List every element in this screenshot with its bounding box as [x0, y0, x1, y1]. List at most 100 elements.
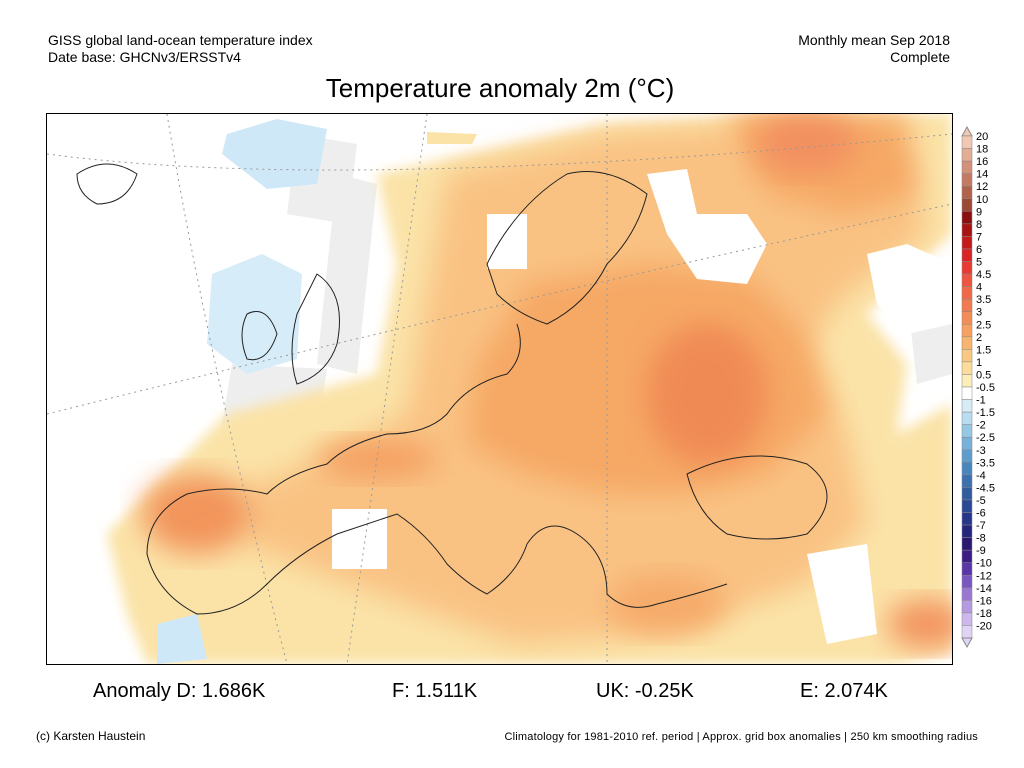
colorbar-swatch [961, 474, 973, 488]
header-left: GISS global land-ocean temperature index… [48, 32, 313, 66]
colorbar-tick-label: -10 [976, 558, 992, 570]
anomaly-e-value: E: 2.074K [800, 680, 888, 702]
colorbar-swatch [961, 248, 973, 262]
colorbar-tick-label: 1 [976, 357, 982, 369]
map-title: Temperature anomaly 2m (°C) [325, 73, 675, 103]
colorbar-swatch [961, 173, 973, 187]
colorbar-tick-label: 6 [976, 244, 982, 256]
anomaly-uk-value: UK: -0.25K [596, 680, 694, 702]
no-data-holes [332, 169, 952, 644]
anomaly-d-value: Anomaly D: 1.686K [93, 680, 266, 702]
colorbar-tick-label: 4 [976, 282, 982, 294]
colorbar-swatch [961, 625, 973, 639]
colorbar-swatch [961, 386, 973, 400]
colorbar-tick-label: -2.5 [976, 432, 995, 444]
colorbar-swatch [961, 524, 973, 538]
colorbar-swatch [961, 499, 973, 513]
colorbar-tick-label: 2.5 [976, 319, 991, 331]
colorbar-tick-label: 16 [976, 156, 988, 168]
colorbar-swatch [961, 600, 973, 614]
colorbar-tick-label: 5 [976, 257, 982, 269]
color-legend: 201816141210987654.543.532.521.510.5-0.5… [961, 126, 995, 649]
colorbar-swatch [961, 537, 973, 551]
colorbar-tick-label: -0.5 [976, 382, 995, 394]
colorbar-swatch [961, 487, 973, 501]
colorbar-swatch [961, 211, 973, 225]
period-label: Monthly mean Sep 2018 [798, 32, 950, 48]
colorbar-swatch [961, 336, 973, 350]
colorbar-swatch [961, 449, 973, 463]
colorbar-swatch [961, 361, 973, 375]
colorbar-swatch [961, 286, 973, 300]
colorbar-tick-label: -1.5 [976, 407, 995, 419]
colorbar-swatch [961, 135, 973, 149]
colorbar-tick-label: 9 [976, 206, 982, 218]
colorbar-swatch [961, 148, 973, 162]
colorbar-tick-label: -9 [976, 545, 986, 557]
colorbar-tick-label: -6 [976, 508, 986, 520]
map-canvas [47, 114, 952, 664]
colorbar-tick-label: -4.5 [976, 482, 995, 494]
colorbar-swatch [961, 261, 973, 275]
colorbar-top-arrow [961, 126, 973, 137]
colorbar-tick-label: -12 [976, 570, 992, 582]
colorbar-tick-label: 1.5 [976, 344, 991, 356]
colorbar-tick-label: -8 [976, 533, 986, 545]
colorbar-swatch [961, 273, 973, 287]
colorbar-tick-label: -16 [976, 595, 992, 607]
colorbar-swatch [961, 512, 973, 526]
colorbar-swatch [961, 549, 973, 563]
status-label: Complete [890, 49, 950, 65]
colorbar-swatch [961, 612, 973, 626]
colorbar-swatch [961, 374, 973, 388]
colorbar-tick-label: -20 [976, 620, 992, 632]
colorbar-swatch [961, 236, 973, 250]
database-label: Date base: GHCNv3/ERSSTv4 [48, 49, 241, 65]
colorbar-tick-label: 7 [976, 231, 982, 243]
colorbar-tick-label: -3 [976, 445, 986, 457]
colorbar-swatch [961, 575, 973, 589]
colorbar-tick-label: 14 [976, 169, 988, 181]
colorbar-swatch [961, 311, 973, 325]
colorbar-swatch [961, 160, 973, 174]
colorbar-swatch [961, 324, 973, 338]
anomaly-map [46, 113, 953, 665]
colorbar-tick-label: -5 [976, 495, 986, 507]
colorbar-swatch [961, 562, 973, 576]
colorbar-bottom-arrow [961, 637, 973, 649]
header-right: Monthly mean Sep 2018 Complete [798, 32, 950, 66]
colorbar-tick-label: 0.5 [976, 369, 991, 381]
colorbar-tick-label: -4 [976, 470, 986, 482]
colorbar-tick-label: -14 [976, 583, 992, 595]
dataset-title: GISS global land-ocean temperature index [48, 32, 313, 48]
colorbar-swatch [961, 411, 973, 425]
colorbar-tick-label: -2 [976, 420, 986, 432]
graticule-lines [47, 114, 952, 664]
colorbar-tick-label: 10 [976, 194, 988, 206]
colorbar-swatch [961, 436, 973, 451]
colorbar-tick-label: 3.5 [976, 294, 991, 306]
colorbar-swatch [961, 198, 973, 212]
colorbar-swatch [961, 399, 973, 413]
colorbar-tick-label: 3 [976, 307, 982, 319]
colorbar-swatch [961, 185, 973, 200]
colorbar-tick-label: -3.5 [976, 457, 995, 469]
cool-anomaly-patches [157, 119, 477, 664]
anomaly-f-value: F: 1.511K [392, 680, 478, 702]
colorbar-tick-label: 18 [976, 144, 988, 156]
colorbar-tick-label: 20 [976, 131, 988, 143]
footnote-label: Climatology for 1981-2010 ref. period | … [504, 731, 978, 743]
colorbar-tick-label: 2 [976, 332, 982, 344]
colorbar-swatch [961, 424, 973, 438]
colorbar-tick-label: -1 [976, 395, 986, 407]
colorbar-tick-label: 12 [976, 181, 988, 193]
colorbar-swatch [961, 223, 973, 237]
colorbar-tick-label: 8 [976, 219, 982, 231]
colorbar-swatch [961, 298, 973, 312]
colorbar-swatch [961, 462, 973, 476]
coastlines [76, 163, 828, 615]
colorbar-tick-label: 4.5 [976, 269, 991, 281]
colorbar-tick-label: -7 [976, 520, 986, 532]
colorbar-swatch [961, 349, 973, 363]
colorbar-tick-label: -18 [976, 608, 992, 620]
